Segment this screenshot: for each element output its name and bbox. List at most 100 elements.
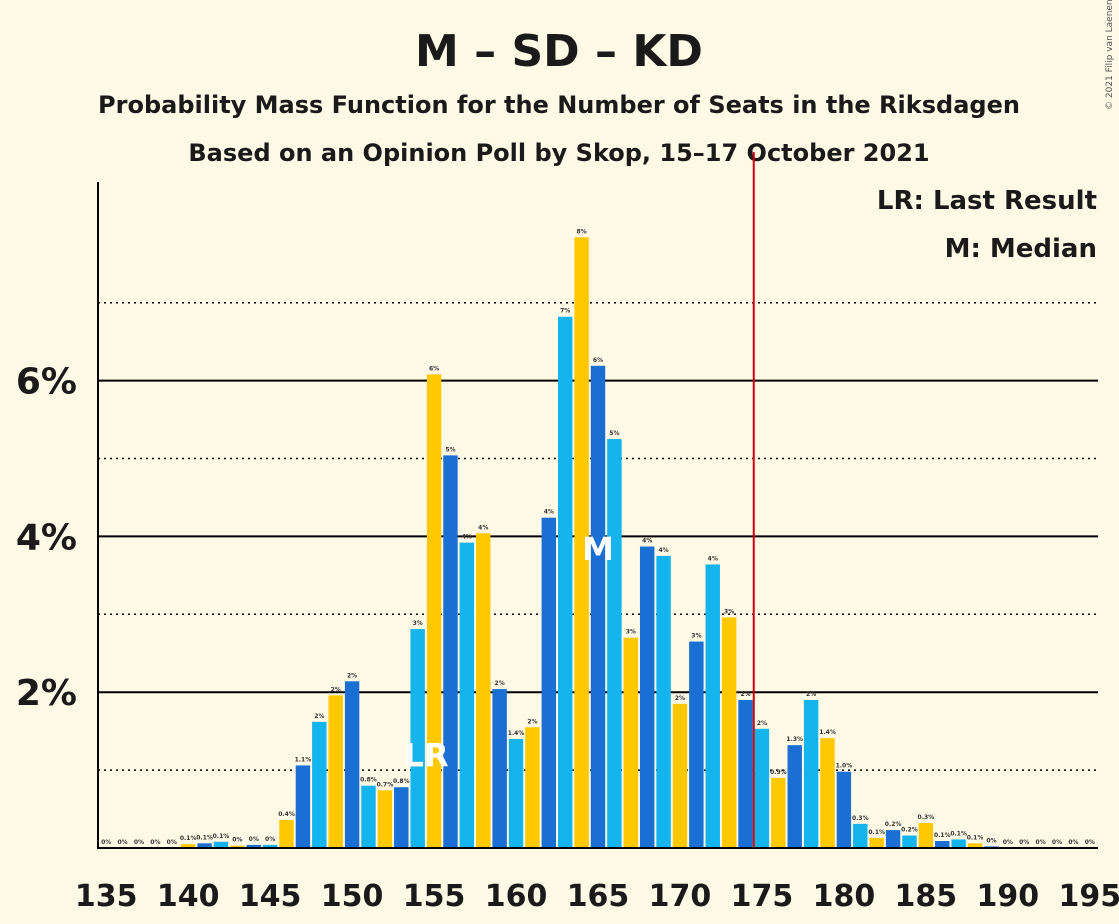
bar-151 [361,785,376,848]
bar-174 [738,699,753,848]
bar-label-166: 5% [609,430,619,437]
bar-label-176: 0.9% [770,769,787,776]
bar-label-136: 0% [117,839,127,846]
bar-160 [508,738,524,848]
bar-label-152: 0.7% [377,781,394,788]
bar-162 [541,517,557,848]
copyright-notice: © 2021 Filip van Laenen [1105,0,1115,110]
bar-series [180,237,999,848]
bar-184 [902,835,917,848]
x-tick-155: 155 [403,879,466,914]
bar-176 [771,777,786,848]
bar-label-181: 0.3% [852,815,869,822]
legend-median: M: Median [945,234,1097,264]
bar-141 [197,843,212,848]
bar-163 [558,316,573,848]
bar-148 [312,721,327,848]
bar-label-164: 8% [577,228,587,235]
bar-label-144: 0% [249,836,259,843]
bar-182 [869,837,884,848]
bar-label-142: 0.1% [213,833,230,840]
bar-label-192: 0% [1036,839,1046,846]
bar-label-178: 2% [806,691,816,698]
bar-label-138: 0% [150,839,160,846]
bar-142 [213,841,229,848]
bar-147 [295,765,311,848]
bar-149 [328,695,343,848]
bar-label-139: 0% [167,839,177,846]
x-tick-150: 150 [321,879,384,914]
bar-158 [476,533,491,848]
chart-title: M – SD – KD [415,26,703,77]
bar-153 [394,787,409,848]
bar-label-159: 2% [495,680,505,687]
bar-label-188: 0.1% [967,834,984,841]
bar-label-147: 1.1% [295,756,312,763]
bar-156 [443,455,458,848]
bar-157 [459,542,475,848]
x-tick-170: 170 [649,879,712,914]
bar-152 [377,790,393,848]
bar-178 [803,699,819,848]
bar-label-171: 3% [691,633,701,640]
x-tick-145: 145 [239,879,302,914]
bar-label-190: 0% [1003,839,1013,846]
bar-188 [967,843,983,848]
bar-label-154: 3% [413,620,423,627]
bar-154 [410,629,425,848]
bar-label-177: 1.3% [786,736,803,743]
bar-183 [885,830,901,848]
bar-label-187: 0.1% [950,830,967,837]
bar-label-169: 4% [658,547,668,554]
x-tick-185: 185 [895,879,958,914]
bar-170 [672,703,688,848]
bar-label-140: 0.1% [180,835,197,842]
bar-146 [279,819,294,848]
bar-label-175: 2% [757,720,767,727]
bar-label-186: 0.1% [934,832,951,839]
bar-186 [935,840,950,848]
x-tick-160: 160 [485,879,548,914]
x-tick-190: 190 [977,879,1040,914]
bar-label-184: 0.2% [901,827,918,834]
bar-label-182: 0.1% [868,829,885,836]
x-tick-labels: 135 140 145 150 155 160 165 170 175 180 185 190 195 [75,879,1119,914]
bar-166 [607,439,622,848]
bar-169 [656,555,671,848]
chart-subtitle-1: Probability Mass Function for the Number… [98,91,1020,119]
axes [97,182,1098,849]
bar-label-153: 0.8% [393,778,410,785]
bar-143 [230,845,245,848]
bar-label-157: 4% [462,534,472,541]
bar-label-148: 2% [314,713,324,720]
bar-label-137: 0% [134,839,144,846]
bar-label-145: 0% [265,836,275,843]
legend-last-result: LR: Last Result [877,186,1097,216]
bar-140 [180,844,196,848]
bar-label-141: 0.1% [196,834,213,841]
bar-label-170: 2% [675,695,685,702]
bar-label-158: 4% [478,524,488,531]
x-tick-195: 195 [1058,879,1119,914]
bar-label-151: 0.8% [360,777,377,784]
bar-label-135: 0% [101,839,111,846]
bar-172 [705,564,720,848]
bar-label-162: 4% [544,509,554,516]
bar-label-179: 1.4% [819,729,836,736]
y-tick-6: 6% [16,362,77,403]
bar-label-194: 0% [1068,839,1078,846]
bar-180 [836,771,852,848]
bar-label-185: 0.3% [918,814,935,821]
bar-168 [639,546,655,848]
bar-label-155: 6% [429,365,439,372]
bar-label-191: 0% [1019,839,1029,846]
bar-164 [574,237,589,848]
bar-144 [246,844,261,848]
bar-159 [492,689,507,848]
y-tick-2: 2% [16,673,77,714]
bar-175 [754,728,770,848]
bar-label-165: 6% [593,357,603,364]
bar-label-150: 2% [347,672,357,679]
median-marker: M [582,530,614,568]
